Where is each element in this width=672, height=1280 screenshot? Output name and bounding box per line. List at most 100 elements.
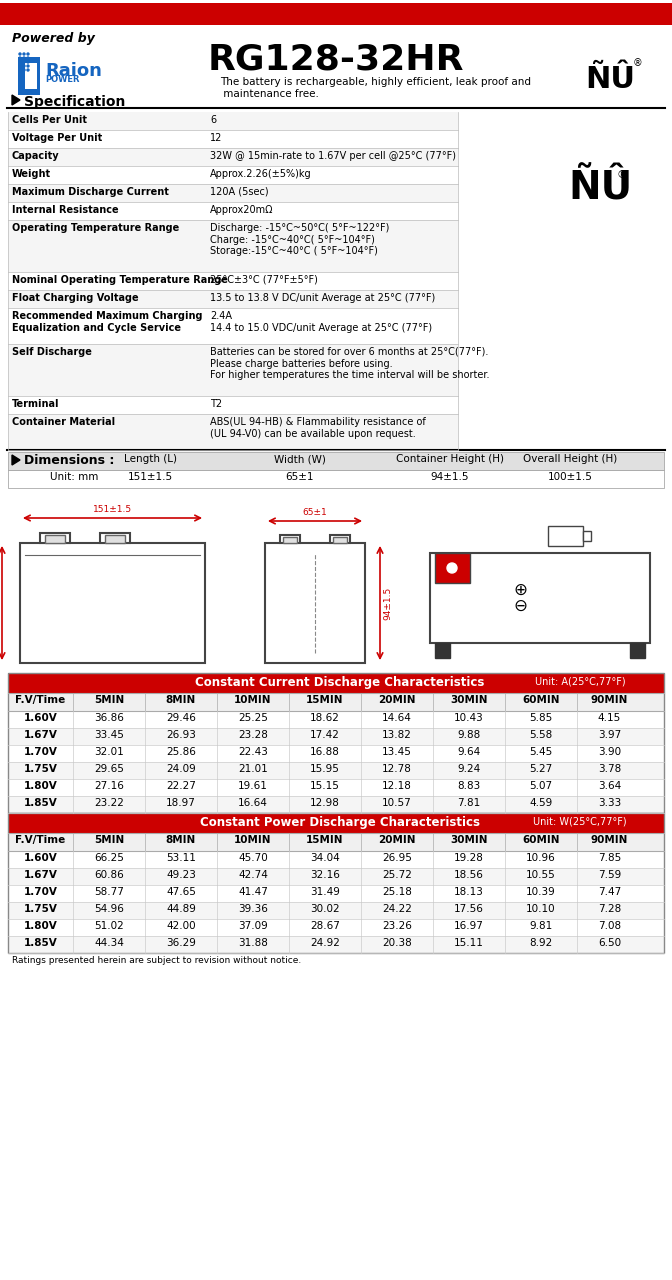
Bar xyxy=(8,184,458,202)
Text: 31.49: 31.49 xyxy=(310,887,340,897)
Text: ÑÛ: ÑÛ xyxy=(585,65,635,93)
Circle shape xyxy=(19,61,21,63)
Text: ⊖: ⊖ xyxy=(513,596,527,614)
Text: 151±1.5: 151±1.5 xyxy=(128,472,173,483)
Bar xyxy=(8,220,458,271)
Text: 5.27: 5.27 xyxy=(530,764,552,774)
Text: 54.96: 54.96 xyxy=(94,904,124,914)
Text: 20MIN: 20MIN xyxy=(378,835,416,845)
Text: T2: T2 xyxy=(210,399,222,410)
Circle shape xyxy=(23,69,25,70)
Text: 60.86: 60.86 xyxy=(94,870,124,881)
Text: 24.92: 24.92 xyxy=(310,938,340,948)
Text: 29.46: 29.46 xyxy=(166,713,196,723)
Text: 29.65: 29.65 xyxy=(94,764,124,774)
Text: 90MIN: 90MIN xyxy=(591,835,628,845)
Text: 5.85: 5.85 xyxy=(530,713,552,723)
Text: Overall Height (H): Overall Height (H) xyxy=(523,454,617,463)
Text: ®: ® xyxy=(616,170,628,180)
Text: 15.11: 15.11 xyxy=(454,938,484,948)
Text: 1.60V: 1.60V xyxy=(24,713,57,723)
Text: Container Height (H): Container Height (H) xyxy=(396,454,504,463)
Text: The battery is rechargeable, highly efficient, leak proof and
 maintenance free.: The battery is rechargeable, highly effi… xyxy=(220,77,531,99)
Text: 8MIN: 8MIN xyxy=(166,835,196,845)
Text: 1.80V: 1.80V xyxy=(24,922,57,931)
Text: 1.67V: 1.67V xyxy=(24,870,57,881)
Text: 39.36: 39.36 xyxy=(238,904,268,914)
Text: 60MIN: 60MIN xyxy=(522,695,560,705)
Text: 34.04: 34.04 xyxy=(310,852,340,863)
Text: Raion: Raion xyxy=(45,61,102,79)
Text: 19.61: 19.61 xyxy=(238,781,268,791)
Text: 18.62: 18.62 xyxy=(310,713,340,723)
Text: Batteries can be stored for over 6 months at 25°C(77°F).
Please charge batteries: Batteries can be stored for over 6 month… xyxy=(210,347,489,380)
Text: 32.16: 32.16 xyxy=(310,870,340,881)
Bar xyxy=(8,780,664,796)
Bar xyxy=(8,308,458,344)
Text: Internal Resistance: Internal Resistance xyxy=(12,205,119,215)
Circle shape xyxy=(27,61,29,63)
Bar xyxy=(8,344,458,396)
Text: 26.95: 26.95 xyxy=(382,852,412,863)
Text: 6.50: 6.50 xyxy=(598,938,621,948)
Text: 9.24: 9.24 xyxy=(458,764,480,774)
Text: Length (L): Length (L) xyxy=(124,454,177,463)
Text: 22.43: 22.43 xyxy=(238,748,268,756)
Circle shape xyxy=(27,58,29,59)
Text: 151±1.5: 151±1.5 xyxy=(93,506,132,515)
Bar xyxy=(40,532,70,543)
Bar xyxy=(8,728,664,745)
Text: 28.67: 28.67 xyxy=(310,922,340,931)
Bar xyxy=(8,745,664,762)
Text: 66.25: 66.25 xyxy=(94,852,124,863)
Text: 7.85: 7.85 xyxy=(598,852,621,863)
Text: 53.11: 53.11 xyxy=(166,852,196,863)
Text: 1.70V: 1.70V xyxy=(24,748,57,756)
Text: 9.81: 9.81 xyxy=(530,922,552,931)
Text: 25.86: 25.86 xyxy=(166,748,196,756)
Circle shape xyxy=(447,563,457,573)
Bar xyxy=(8,148,458,166)
Text: 1.75V: 1.75V xyxy=(24,764,57,774)
Text: 24.22: 24.22 xyxy=(382,904,412,914)
Text: 15.15: 15.15 xyxy=(310,781,340,791)
Text: 1.70V: 1.70V xyxy=(24,887,57,897)
Text: 10MIN: 10MIN xyxy=(235,835,271,845)
Text: 44.89: 44.89 xyxy=(166,904,196,914)
Text: 5.07: 5.07 xyxy=(530,781,552,791)
Text: 13.82: 13.82 xyxy=(382,730,412,740)
Bar xyxy=(8,919,664,936)
Text: 8.83: 8.83 xyxy=(458,781,480,791)
Bar xyxy=(8,111,458,131)
Text: 23.26: 23.26 xyxy=(382,922,412,931)
Text: POWER: POWER xyxy=(45,76,79,84)
Bar xyxy=(8,470,664,488)
Circle shape xyxy=(19,58,21,59)
Text: 3.33: 3.33 xyxy=(598,797,621,808)
Bar xyxy=(8,868,664,884)
Polygon shape xyxy=(12,454,20,465)
Bar xyxy=(8,902,664,919)
Bar xyxy=(25,63,37,90)
Text: 14.64: 14.64 xyxy=(382,713,412,723)
Text: 15.95: 15.95 xyxy=(310,764,340,774)
Bar xyxy=(8,851,664,868)
Text: Voltage Per Unit: Voltage Per Unit xyxy=(12,133,102,143)
Text: 12: 12 xyxy=(210,133,222,143)
Text: 15MIN: 15MIN xyxy=(306,835,344,845)
Text: 41.47: 41.47 xyxy=(238,887,268,897)
Text: Cells Per Unit: Cells Per Unit xyxy=(12,115,87,125)
Text: Terminal: Terminal xyxy=(12,399,60,410)
Text: 8.92: 8.92 xyxy=(530,938,552,948)
Text: 60MIN: 60MIN xyxy=(522,835,560,845)
Text: 58.77: 58.77 xyxy=(94,887,124,897)
Text: 20MIN: 20MIN xyxy=(378,695,416,705)
Text: Container Material: Container Material xyxy=(12,417,115,428)
Text: 94±1.5: 94±1.5 xyxy=(383,586,392,620)
Text: 25°C±3°C (77°F±5°F): 25°C±3°C (77°F±5°F) xyxy=(210,275,318,285)
Bar xyxy=(18,58,40,95)
Text: 23.28: 23.28 xyxy=(238,730,268,740)
Text: 10.43: 10.43 xyxy=(454,713,484,723)
Circle shape xyxy=(19,52,21,55)
Bar xyxy=(265,543,365,663)
